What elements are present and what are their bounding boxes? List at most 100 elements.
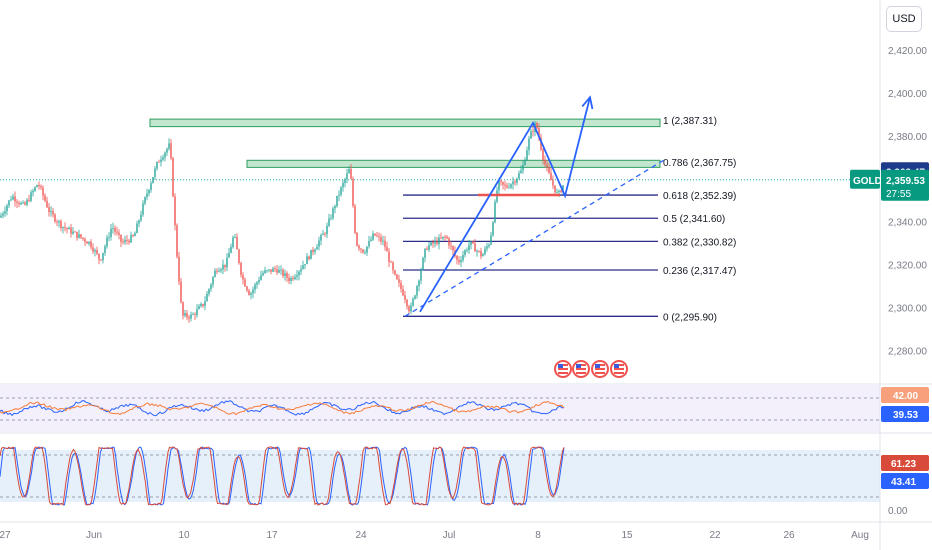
candle-body <box>58 221 60 223</box>
candle-body <box>452 246 454 251</box>
candle-body <box>432 242 434 244</box>
fib-level-label: 0.786 (2,367.75) <box>663 158 736 169</box>
fib-level-label: 0 (2,295.90) <box>663 312 717 323</box>
candle-body <box>510 184 512 188</box>
osc2-value-badge <box>881 473 929 489</box>
us-flag-icon <box>610 360 628 378</box>
candle-body <box>350 169 352 179</box>
candle-body <box>442 236 444 239</box>
candle-body <box>206 293 208 302</box>
candle-body <box>410 305 412 312</box>
candle-body <box>166 148 168 153</box>
candle-body <box>8 200 10 206</box>
candle-body <box>304 264 306 266</box>
candle-body <box>424 248 426 258</box>
candle-body <box>242 274 244 280</box>
candle-body <box>204 301 206 306</box>
candle-body <box>24 202 26 205</box>
candle-body <box>436 240 438 245</box>
oscillator1-band <box>0 385 880 432</box>
candle-body <box>372 233 374 240</box>
candle-body <box>44 195 46 201</box>
candle-body <box>292 277 294 280</box>
fib-level-label: 1 (2,387.31) <box>663 116 717 127</box>
resistance-zone <box>246 159 661 168</box>
candle-body <box>100 259 102 261</box>
candle-body <box>464 250 466 256</box>
candle-body <box>18 202 20 205</box>
candle-body <box>330 218 332 219</box>
time-axis-tick: 27 <box>0 530 11 541</box>
candle-body <box>26 199 28 205</box>
us-flag-icon <box>591 360 609 378</box>
candle-body <box>184 313 186 316</box>
candle-body <box>458 259 460 263</box>
candle-body <box>66 228 68 230</box>
candle-body <box>70 227 72 234</box>
candle-body <box>360 248 362 250</box>
candle-body <box>176 225 178 257</box>
candle-body <box>254 284 256 290</box>
price-axis-tick: 2,400.00 <box>888 89 927 100</box>
candle-body <box>108 236 110 238</box>
candle-body <box>552 180 554 186</box>
candle-body <box>370 239 372 241</box>
candle-body <box>200 303 202 307</box>
price-axis-tick: 2,340.00 <box>888 218 927 229</box>
candle-body <box>250 293 252 295</box>
candle-body <box>348 169 350 174</box>
candle-body <box>134 233 136 237</box>
candle-body <box>12 196 14 200</box>
candle-body <box>238 249 240 264</box>
candle-body <box>140 214 142 221</box>
currency-unit-button[interactable]: USD <box>886 6 922 32</box>
candle-body <box>364 252 366 254</box>
candle-body <box>116 231 118 233</box>
candle-body <box>246 286 248 291</box>
candle-body <box>124 239 126 243</box>
candle-body <box>538 128 540 138</box>
candle-body <box>540 137 542 150</box>
candle-body <box>340 187 342 195</box>
candle-body <box>498 180 500 191</box>
candle-body <box>494 201 496 223</box>
candle-body <box>414 295 416 299</box>
candle-body <box>2 213 4 216</box>
candle-body <box>308 256 310 260</box>
candle-body <box>312 249 314 252</box>
candle-body <box>326 225 328 235</box>
osc1-value-bottom: 39.53 <box>893 410 918 421</box>
candle-body <box>446 236 448 239</box>
candle-body <box>180 281 182 303</box>
candle-body <box>114 227 116 232</box>
candle-body <box>156 161 158 169</box>
candle-body <box>548 166 550 174</box>
candle-body <box>430 242 432 246</box>
osc1-orange-line <box>0 400 565 416</box>
candle-body <box>264 270 266 273</box>
candle-body <box>488 244 490 247</box>
us-flag-icon <box>554 360 572 378</box>
candle-body <box>120 234 122 242</box>
candle-body <box>230 247 232 253</box>
price-axis-tick: 2,300.00 <box>888 304 927 315</box>
candle-body <box>412 298 414 306</box>
candle-body <box>460 260 462 263</box>
candle-body <box>368 240 370 247</box>
candle-body <box>402 289 404 296</box>
candle-body <box>34 187 36 191</box>
candle-body <box>94 250 96 252</box>
candle-body <box>248 290 250 295</box>
candle-body <box>170 143 172 158</box>
candle-body <box>428 245 430 250</box>
candle-body <box>418 280 420 287</box>
candle-body <box>210 284 212 290</box>
candle-body <box>450 245 452 247</box>
candle-body <box>296 275 298 277</box>
candle-body <box>146 193 148 198</box>
candle-body <box>266 270 268 271</box>
candle-body <box>258 280 260 283</box>
candle-body <box>126 239 128 241</box>
candle-body <box>504 184 506 186</box>
